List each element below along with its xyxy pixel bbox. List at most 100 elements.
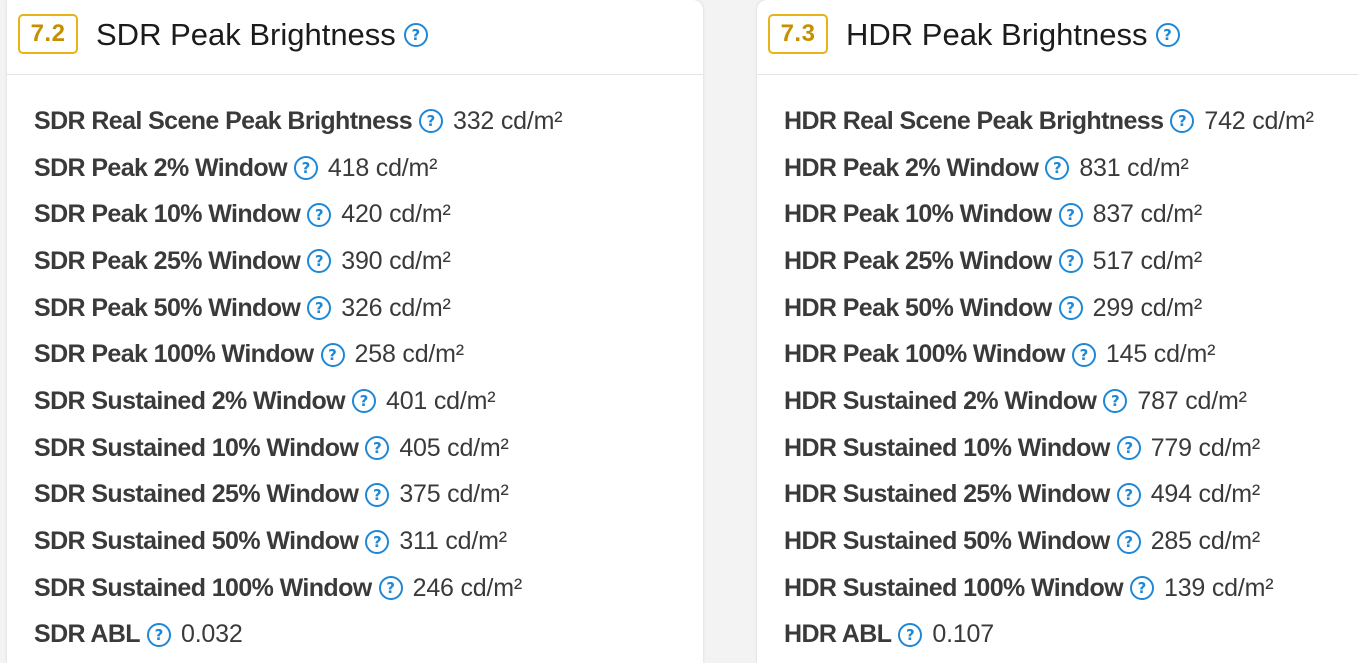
question-mark-circle-icon[interactable]: ?: [1116, 529, 1141, 554]
question-mark-circle-icon[interactable]: ?: [307, 296, 332, 321]
score-badge: 7.2: [18, 14, 78, 54]
measurement-value: 494 cd/m²: [1150, 480, 1261, 509]
question-mark-circle-icon[interactable]: ?: [403, 23, 428, 47]
question-mark-circle-icon[interactable]: ?: [378, 576, 403, 601]
measurement-row: SDR Sustained 10% Window? 405 cd/m²: [34, 425, 703, 472]
measurement-row: HDR Real Scene Peak Brightness? 742 cd/m²: [784, 98, 1358, 145]
panel-title-text: SDR Peak Brightness: [96, 17, 396, 52]
measurement-label: HDR Peak 10% Window: [784, 200, 1052, 229]
measurement-value: 831 cd/m²: [1079, 153, 1189, 182]
question-mark-circle-icon[interactable]: ?: [320, 342, 345, 367]
question-mark-circle-icon[interactable]: ?: [307, 249, 332, 274]
measurement-value: 285 cd/m²: [1150, 527, 1261, 556]
measurement-value: 517 cd/m²: [1092, 246, 1203, 275]
measurement-label: SDR Sustained 100% Window: [34, 573, 372, 602]
score-badge: 7.3: [768, 14, 828, 54]
measurement-row: SDR Peak 100% Window? 258 cd/m²: [34, 331, 703, 378]
measurement-row: SDR Peak 50% Window? 326 cd/m²: [34, 285, 703, 332]
measurement-row: HDR Peak 2% Window? 831 cd/m²: [784, 145, 1358, 192]
measurement-value: 779 cd/m²: [1150, 433, 1261, 462]
measurement-value: 258 cd/m²: [354, 340, 465, 369]
measurement-row: HDR Sustained 25% Window? 494 cd/m²: [784, 472, 1358, 519]
measurement-value: 311 cd/m²: [399, 527, 507, 556]
question-mark-circle-icon[interactable]: ?: [1103, 389, 1128, 414]
question-mark-circle-icon[interactable]: ?: [307, 202, 332, 227]
question-mark-circle-icon[interactable]: ?: [365, 482, 390, 507]
measurement-label: HDR Real Scene Peak Brightness: [784, 106, 1164, 135]
measurement-value: 742 cd/m²: [1204, 106, 1314, 135]
measurement-row: SDR Peak 25% Window? 390 cd/m²: [34, 238, 703, 285]
measurement-value: 145 cd/m²: [1105, 340, 1216, 369]
measurement-label: SDR Sustained 2% Window: [34, 386, 346, 415]
question-mark-circle-icon[interactable]: ?: [1058, 296, 1083, 321]
question-mark-circle-icon[interactable]: ?: [1058, 202, 1083, 227]
measurement-row: HDR ABL? 0.107: [784, 612, 1358, 659]
question-mark-circle-icon[interactable]: ?: [1045, 156, 1070, 181]
question-mark-circle-icon[interactable]: ?: [419, 109, 443, 134]
measurement-label: SDR Peak 10% Window: [34, 200, 301, 229]
measurement-row: SDR Sustained 2% Window? 401 cd/m²: [34, 378, 703, 425]
measurement-row: HDR Sustained 2% Window? 787 cd/m²: [784, 378, 1358, 425]
measurement-value: 420 cd/m²: [341, 200, 451, 229]
measurement-label: SDR Sustained 50% Window: [34, 527, 359, 556]
measurement-value: 326 cd/m²: [341, 293, 451, 322]
measurement-label: SDR Peak 25% Window: [34, 246, 301, 275]
measurement-row: HDR Peak 50% Window? 299 cd/m²: [784, 285, 1358, 332]
measurement-value: 246 cd/m²: [412, 573, 523, 602]
measurement-row: HDR Peak 10% Window? 837 cd/m²: [784, 191, 1358, 238]
measurement-row: SDR Sustained 50% Window? 311 cd/m²: [34, 518, 703, 565]
measurement-row: SDR Peak 10% Window? 420 cd/m²: [34, 191, 703, 238]
measurement-label: HDR Peak 25% Window: [784, 246, 1052, 275]
measurement-label: HDR Sustained 2% Window: [784, 386, 1097, 415]
measurement-list: HDR Real Scene Peak Brightness? 742 cd/m²…: [784, 98, 1358, 658]
measurement-value: 375 cd/m²: [399, 480, 509, 509]
panel-header: 7.2 SDR Peak Brightness ?: [7, 0, 703, 75]
measurement-label: SDR Peak 100% Window: [34, 340, 314, 369]
measurement-value: 390 cd/m²: [341, 246, 451, 275]
question-mark-circle-icon[interactable]: ?: [365, 529, 390, 554]
question-mark-circle-icon[interactable]: ?: [146, 622, 171, 647]
measurement-label: SDR Sustained 10% Window: [34, 433, 359, 462]
panel-title-text: HDR Peak Brightness: [846, 17, 1148, 52]
panel-title: SDR Peak Brightness ?: [96, 15, 428, 55]
measurement-value: 0.107: [932, 620, 994, 649]
question-mark-circle-icon[interactable]: ?: [293, 156, 318, 181]
measurement-label: SDR Sustained 25% Window: [34, 480, 359, 509]
measurement-row: HDR Sustained 10% Window? 779 cd/m²: [784, 425, 1358, 472]
measurement-label: HDR Sustained 50% Window: [784, 527, 1110, 556]
question-mark-circle-icon[interactable]: ?: [365, 436, 390, 461]
question-mark-circle-icon[interactable]: ?: [1058, 249, 1083, 274]
question-mark-circle-icon[interactable]: ?: [352, 389, 377, 414]
measurement-label: HDR ABL: [784, 620, 892, 649]
question-mark-circle-icon[interactable]: ?: [1170, 109, 1195, 134]
measurement-label: SDR Real Scene Peak Brightness: [34, 106, 413, 135]
measurement-value: 787 cd/m²: [1137, 386, 1247, 415]
measurement-list: SDR Real Scene Peak Brightness? 332 cd/m²…: [34, 98, 703, 658]
measurement-row: HDR Peak 25% Window? 517 cd/m²: [784, 238, 1358, 285]
measurement-row: SDR Sustained 100% Window? 246 cd/m²: [34, 565, 703, 612]
question-mark-circle-icon[interactable]: ?: [1130, 576, 1154, 601]
question-mark-circle-icon[interactable]: ?: [1155, 23, 1180, 47]
question-mark-circle-icon[interactable]: ?: [1071, 342, 1096, 367]
measurement-value: 418 cd/m²: [327, 153, 438, 182]
measurement-value: 139 cd/m²: [1164, 573, 1274, 602]
sdr-peak-brightness-panel: 7.2 SDR Peak Brightness ? SDR Real Scene…: [7, 0, 703, 663]
measurement-row: HDR Sustained 100% Window? 139 cd/m²: [784, 565, 1358, 612]
panel-title: HDR Peak Brightness ?: [846, 15, 1180, 55]
measurement-label: HDR Peak 50% Window: [784, 293, 1052, 322]
measurement-value: 401 cd/m²: [386, 386, 496, 415]
measurement-value: 837 cd/m²: [1092, 200, 1203, 229]
measurement-label: SDR Peak 2% Window: [34, 153, 288, 182]
measurement-row: HDR Sustained 50% Window? 285 cd/m²: [784, 518, 1358, 565]
measurement-row: SDR Sustained 25% Window? 375 cd/m²: [34, 472, 703, 519]
measurement-label: HDR Sustained 100% Window: [784, 573, 1124, 602]
measurement-value: 299 cd/m²: [1092, 293, 1203, 322]
measurement-label: SDR ABL: [34, 620, 141, 649]
measurement-label: HDR Sustained 25% Window: [784, 480, 1110, 509]
question-mark-circle-icon[interactable]: ?: [1116, 436, 1141, 461]
question-mark-circle-icon[interactable]: ?: [898, 622, 923, 647]
measurement-value: 0.032: [180, 620, 243, 649]
question-mark-circle-icon[interactable]: ?: [1116, 482, 1141, 507]
measurement-label: HDR Peak 2% Window: [784, 153, 1039, 182]
measurement-label: HDR Sustained 10% Window: [784, 433, 1110, 462]
